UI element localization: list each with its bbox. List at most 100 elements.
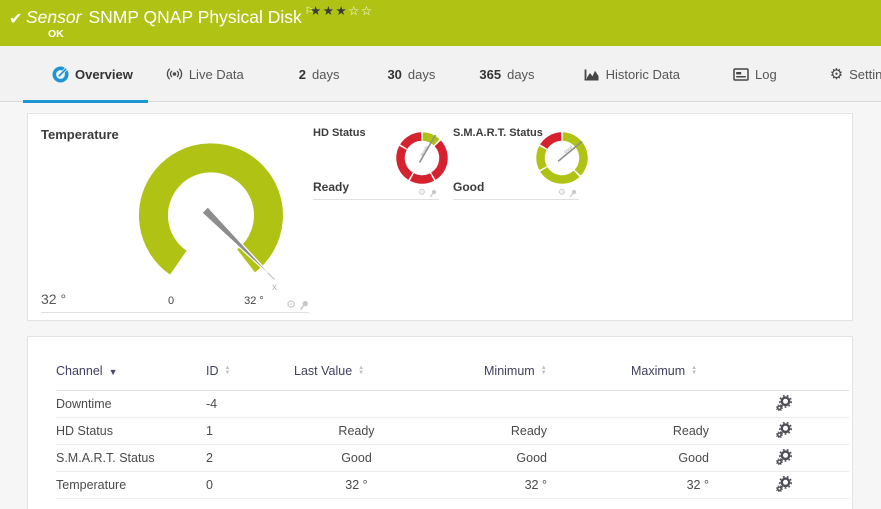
- channel-id: 0: [206, 471, 294, 499]
- channel-minimum: Good: [419, 444, 579, 472]
- pin-icon[interactable]: [299, 300, 309, 311]
- gauge-min-label: 0: [167, 295, 175, 307]
- column-label: Maximum: [631, 364, 686, 378]
- tab-live-data[interactable]: Live Data: [148, 46, 256, 102]
- tab-2-days[interactable]: 2 days: [256, 46, 352, 102]
- star-empty-icon[interactable]: ☆: [348, 3, 361, 18]
- channel-settings-gears-icon[interactable]: [775, 475, 792, 492]
- chart-icon: [584, 69, 599, 80]
- pin-icon[interactable]: [429, 189, 437, 198]
- object-kind-label: Sensor: [26, 7, 82, 27]
- priority-stars[interactable]: ★★★☆☆: [310, 3, 374, 18]
- channel-settings-gears-icon[interactable]: [775, 448, 792, 465]
- gauge-settings-gear-icon[interactable]: ⚙: [286, 298, 296, 311]
- column-header-actions: [729, 337, 849, 391]
- tab-number: 2: [298, 66, 306, 82]
- gauge-title: S.M.A.R.T. Status: [453, 127, 543, 139]
- table-row-hd-status: HD Status 1 Ready Ready Ready: [56, 417, 849, 445]
- tab-label: Historic Data: [605, 66, 680, 82]
- table-header-row: Channel ▼ ID ▲ ▼ Last Value ▲ ▼ Minimum ▲ ▼ Max: [56, 337, 849, 391]
- overview-content: Temperature x 0 32 ° 32 ° ⚙: [0, 102, 881, 509]
- gauge-title: Temperature: [41, 127, 119, 142]
- column-header-maximum[interactable]: Maximum ▲ ▼: [579, 337, 729, 391]
- channel-maximum: Good: [579, 444, 729, 472]
- column-label: ID: [206, 364, 219, 378]
- needle-value-label: Ready: [419, 144, 429, 157]
- tab-overview[interactable]: Overview: [23, 46, 148, 103]
- gauges-panel: Temperature x 0 32 ° 32 ° ⚙: [27, 113, 853, 321]
- table-row-temperature: Temperature 0 32 ° 32 ° 32 °: [56, 471, 849, 499]
- tab-label: days: [407, 66, 436, 82]
- sort-icon: ▲ ▼: [691, 365, 698, 376]
- needle-value-label: Good: [563, 144, 574, 154]
- column-label: Last Value: [294, 364, 353, 378]
- channel-settings-gears-icon[interactable]: [775, 421, 792, 438]
- column-label: Minimum: [484, 364, 535, 378]
- temperature-gauge-cell: Temperature x 0 32 ° 32 ° ⚙: [41, 127, 309, 313]
- gauge-max-label: 32 °: [244, 295, 264, 307]
- channel-settings-gears-icon[interactable]: [775, 394, 792, 411]
- sort-icon: ▲ ▼: [540, 365, 547, 376]
- gauge-needle: [557, 140, 583, 162]
- gauge-icon: [52, 66, 69, 82]
- smart-status-gauge-cell: S.M.A.R.T. Status Good Good ⚙: [453, 127, 588, 200]
- table-row-downtime: Downtime -4: [56, 391, 849, 418]
- tab-bar: Overview Live Data 2 days 30 days 365: [0, 46, 881, 103]
- channels-table: Channel ▼ ID ▲ ▼ Last Value ▲ ▼ Minimum ▲ ▼ Max: [56, 337, 849, 499]
- gear-icon: ⚙: [829, 65, 844, 83]
- column-label: Channel: [56, 364, 103, 378]
- channel-name[interactable]: Temperature: [56, 471, 206, 499]
- table-row-smart-status: S.M.A.R.T. Status 2 Good Good Good: [56, 444, 849, 472]
- channel-minimum: [419, 391, 579, 418]
- pin-icon[interactable]: [569, 189, 577, 198]
- column-header-minimum[interactable]: Minimum ▲ ▼: [419, 337, 579, 391]
- channel-name[interactable]: S.M.A.R.T. Status: [56, 444, 206, 472]
- column-header-channel[interactable]: Channel ▼: [56, 337, 206, 391]
- gauge-needle: [202, 207, 268, 273]
- tab-label: Live Data: [188, 66, 244, 82]
- channel-last-value: 32 °: [294, 471, 419, 499]
- temperature-gauge: x: [138, 143, 283, 293]
- smart-status-value: Good: [453, 180, 485, 194]
- channel-last-value: Ready: [294, 417, 419, 445]
- hd-status-gauge-cell: HD Status Ready Ready ⚙: [313, 127, 448, 200]
- channel-last-value: Good: [294, 444, 419, 472]
- ok-check-icon: ✔: [9, 9, 23, 28]
- tab-label: Settings: [849, 66, 881, 82]
- gauge-settings-gear-icon[interactable]: ⚙: [557, 188, 566, 198]
- tab-log[interactable]: Log: [692, 46, 789, 102]
- star-filled-icon[interactable]: ★: [322, 3, 336, 18]
- tab-365-days[interactable]: 365 days: [447, 46, 546, 102]
- tab-historic-data[interactable]: Historic Data: [547, 46, 692, 102]
- channel-maximum: 32 °: [579, 471, 729, 499]
- sort-desc-icon: ▼: [108, 367, 118, 377]
- channel-last-value: [294, 391, 419, 418]
- gauge-settings-gear-icon[interactable]: ⚙: [417, 188, 426, 198]
- sort-icon: ▲ ▼: [358, 365, 365, 376]
- channel-name[interactable]: HD Status: [56, 417, 206, 445]
- star-filled-icon[interactable]: ★: [310, 3, 323, 18]
- channel-minimum: 32 °: [419, 471, 579, 499]
- tab-label: Log: [754, 66, 777, 82]
- channel-id: 2: [206, 444, 294, 472]
- needle-tip-marker: x: [272, 282, 277, 293]
- sensor-name: SNMP QNAP Physical Disk: [88, 7, 302, 27]
- flag-icon[interactable]: ⚐: [304, 6, 314, 17]
- channel-minimum: Ready: [419, 417, 579, 445]
- tab-label: days: [311, 66, 340, 82]
- star-empty-icon[interactable]: ☆: [360, 3, 374, 18]
- column-header-last-value[interactable]: Last Value ▲ ▼: [294, 337, 419, 391]
- column-header-id[interactable]: ID ▲ ▼: [206, 337, 294, 391]
- live-data-icon: [166, 68, 182, 80]
- channel-name[interactable]: Downtime: [56, 397, 112, 411]
- log-icon: [733, 67, 749, 81]
- hd-status-gauge: Ready: [396, 132, 448, 184]
- temperature-value: 32 °: [41, 291, 67, 307]
- tab-30-days[interactable]: 30 days: [351, 46, 447, 102]
- star-filled-icon[interactable]: ★: [335, 3, 349, 18]
- tab-settings[interactable]: ⚙ Settings: [789, 46, 881, 102]
- gauge-needle: [418, 134, 437, 163]
- hd-status-value: Ready: [313, 180, 350, 194]
- sensor-status-text: OK: [48, 28, 64, 40]
